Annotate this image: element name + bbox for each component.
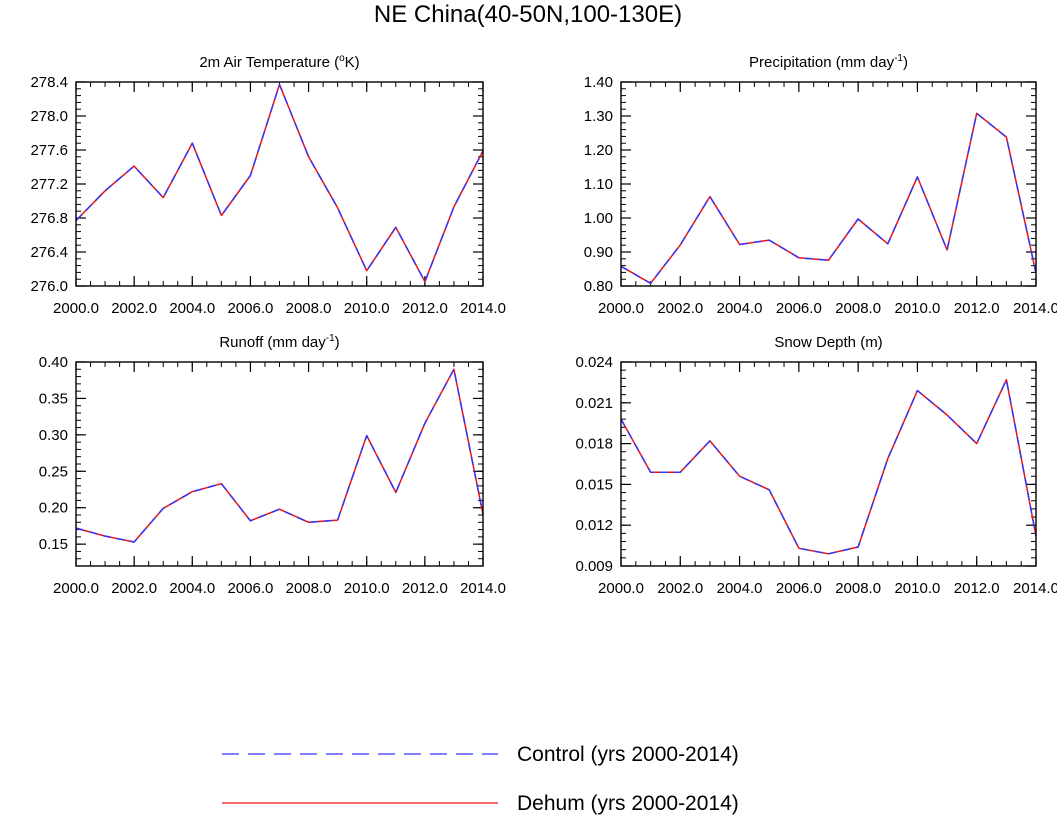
y-tick-label: 1.20 bbox=[584, 142, 613, 159]
y-tick-label: 278.0 bbox=[30, 108, 68, 125]
panel-title-superscript: -1 bbox=[894, 53, 903, 64]
series-line-dehum bbox=[75, 83, 484, 283]
y-tick-label: 1.00 bbox=[584, 210, 613, 227]
x-tick-label: 2002.0 bbox=[111, 580, 157, 597]
chart-panel-2: Precipitation (mm day-1) 0.80 0.90 1.00 1.10… bbox=[584, 53, 1057, 317]
y-tick-label: 0.20 bbox=[39, 500, 68, 517]
x-tick-label: 2000.0 bbox=[598, 300, 644, 317]
y-tick-label: 1.30 bbox=[584, 108, 613, 125]
panel-title-text: 2m Air Temperature ( bbox=[199, 54, 339, 71]
x-tick-label: 2000.0 bbox=[53, 300, 99, 317]
series-line-dehum bbox=[620, 112, 1037, 285]
y-tick-label: 277.2 bbox=[30, 176, 68, 193]
x-tick-label: 2004.0 bbox=[169, 580, 215, 597]
series-line-dehum bbox=[620, 378, 1037, 555]
x-tick-label: 2012.0 bbox=[402, 300, 448, 317]
x-tick-label: 2004.0 bbox=[717, 580, 763, 597]
y-tick-label: 1.40 bbox=[584, 74, 613, 91]
series-line-dehum bbox=[75, 368, 484, 543]
x-tick-label: 2006.0 bbox=[227, 300, 273, 317]
y-tick-label: 276.4 bbox=[30, 244, 68, 261]
y-tick-label: 0.018 bbox=[575, 436, 613, 453]
y-tick-label: 0.024 bbox=[575, 354, 613, 371]
x-tick-label: 2004.0 bbox=[169, 300, 215, 317]
panel-title-text: Snow Depth (m) bbox=[774, 334, 882, 351]
x-tick-label: 2010.0 bbox=[894, 580, 940, 597]
y-tick-label: 0.90 bbox=[584, 244, 613, 261]
chart-panel-3: Runoff (mm day-1) 0.15 0.20 0.25 0.30 0.35 0.4… bbox=[39, 333, 506, 597]
x-tick-label: 2010.0 bbox=[344, 300, 390, 317]
y-tick-label: 1.10 bbox=[584, 176, 613, 193]
x-tick-label: 2014.0 bbox=[460, 300, 506, 317]
x-tick-label: 2002.0 bbox=[657, 300, 703, 317]
x-tick-label: 2012.0 bbox=[402, 580, 448, 597]
legend-label-dehum: Dehum (yrs 2000-2014) bbox=[517, 792, 739, 815]
y-tick-label: 0.35 bbox=[39, 390, 68, 407]
plot-frame bbox=[75, 361, 484, 567]
chart-panel-4: Snow Depth (m) 0.009 0.012 0.015 0.018 0.021 0… bbox=[575, 334, 1057, 597]
y-tick-label: 0.015 bbox=[575, 476, 613, 493]
panel-title-superscript: o bbox=[339, 53, 345, 64]
x-tick-label: 2008.0 bbox=[835, 580, 881, 597]
x-tick-label: 2008.0 bbox=[835, 300, 881, 317]
panel-title: Runoff (mm day-1) bbox=[219, 333, 339, 351]
panel-title-suffix: K) bbox=[345, 54, 360, 71]
y-tick-label: 0.15 bbox=[39, 536, 68, 553]
x-tick-label: 2010.0 bbox=[894, 300, 940, 317]
y-tick-label: 0.021 bbox=[575, 395, 613, 412]
x-tick-label: 2004.0 bbox=[717, 300, 763, 317]
y-tick-label: 0.30 bbox=[39, 427, 68, 444]
panel-title-text: Runoff (mm day bbox=[219, 334, 326, 351]
x-tick-label: 2002.0 bbox=[111, 300, 157, 317]
x-tick-label: 2002.0 bbox=[657, 580, 703, 597]
series-line-control bbox=[75, 368, 484, 543]
figure-title: NE China(40-50N,100-130E) bbox=[374, 1, 682, 28]
y-tick-label: 277.6 bbox=[30, 142, 68, 159]
x-tick-label: 2006.0 bbox=[776, 300, 822, 317]
y-tick-label: 0.012 bbox=[575, 517, 613, 534]
panel-title-text: Precipitation (mm day bbox=[749, 54, 895, 71]
plot-frame bbox=[620, 361, 1037, 567]
series-line-control bbox=[620, 378, 1037, 555]
y-tick-label: 0.80 bbox=[584, 278, 613, 295]
x-tick-label: 2008.0 bbox=[286, 580, 332, 597]
y-tick-label: 278.4 bbox=[30, 74, 68, 91]
y-tick-label: 0.009 bbox=[575, 558, 613, 575]
plot-frame bbox=[75, 81, 484, 287]
legend: Control (yrs 2000-2014) Dehum (yrs 2000-… bbox=[222, 743, 739, 815]
x-tick-label: 2010.0 bbox=[344, 580, 390, 597]
plot-frame bbox=[620, 81, 1037, 287]
panel-title: 2m Air Temperature (oK) bbox=[199, 53, 359, 71]
x-tick-label: 2000.0 bbox=[53, 580, 99, 597]
y-tick-label: 0.25 bbox=[39, 463, 68, 480]
y-tick-label: 276.0 bbox=[30, 278, 68, 295]
x-tick-label: 2012.0 bbox=[954, 300, 1000, 317]
series-line-control bbox=[75, 83, 484, 283]
panel-title-suffix: ) bbox=[903, 54, 908, 71]
x-tick-label: 2014.0 bbox=[460, 580, 506, 597]
panel-title: Snow Depth (m) bbox=[774, 334, 882, 351]
chart-panel-1: 2m Air Temperature (oK) 276.0 276.4 276.8 27… bbox=[30, 53, 505, 317]
panel-title-superscript: -1 bbox=[326, 333, 335, 344]
x-tick-label: 2012.0 bbox=[954, 580, 1000, 597]
x-tick-label: 2000.0 bbox=[598, 580, 644, 597]
legend-label-control: Control (yrs 2000-2014) bbox=[517, 743, 739, 766]
x-tick-label: 2006.0 bbox=[776, 580, 822, 597]
x-tick-label: 2008.0 bbox=[286, 300, 332, 317]
series-line-control bbox=[620, 112, 1037, 285]
y-tick-label: 0.40 bbox=[39, 354, 68, 371]
x-tick-label: 2006.0 bbox=[227, 580, 273, 597]
panel-title: Precipitation (mm day-1) bbox=[749, 53, 908, 71]
y-tick-label: 276.8 bbox=[30, 210, 68, 227]
panels: 2m Air Temperature (oK) 276.0 276.4 276.8 27… bbox=[30, 53, 1057, 597]
x-tick-label: 2014.0 bbox=[1013, 300, 1057, 317]
panel-title-suffix: ) bbox=[335, 334, 340, 351]
x-tick-label: 2014.0 bbox=[1013, 580, 1057, 597]
